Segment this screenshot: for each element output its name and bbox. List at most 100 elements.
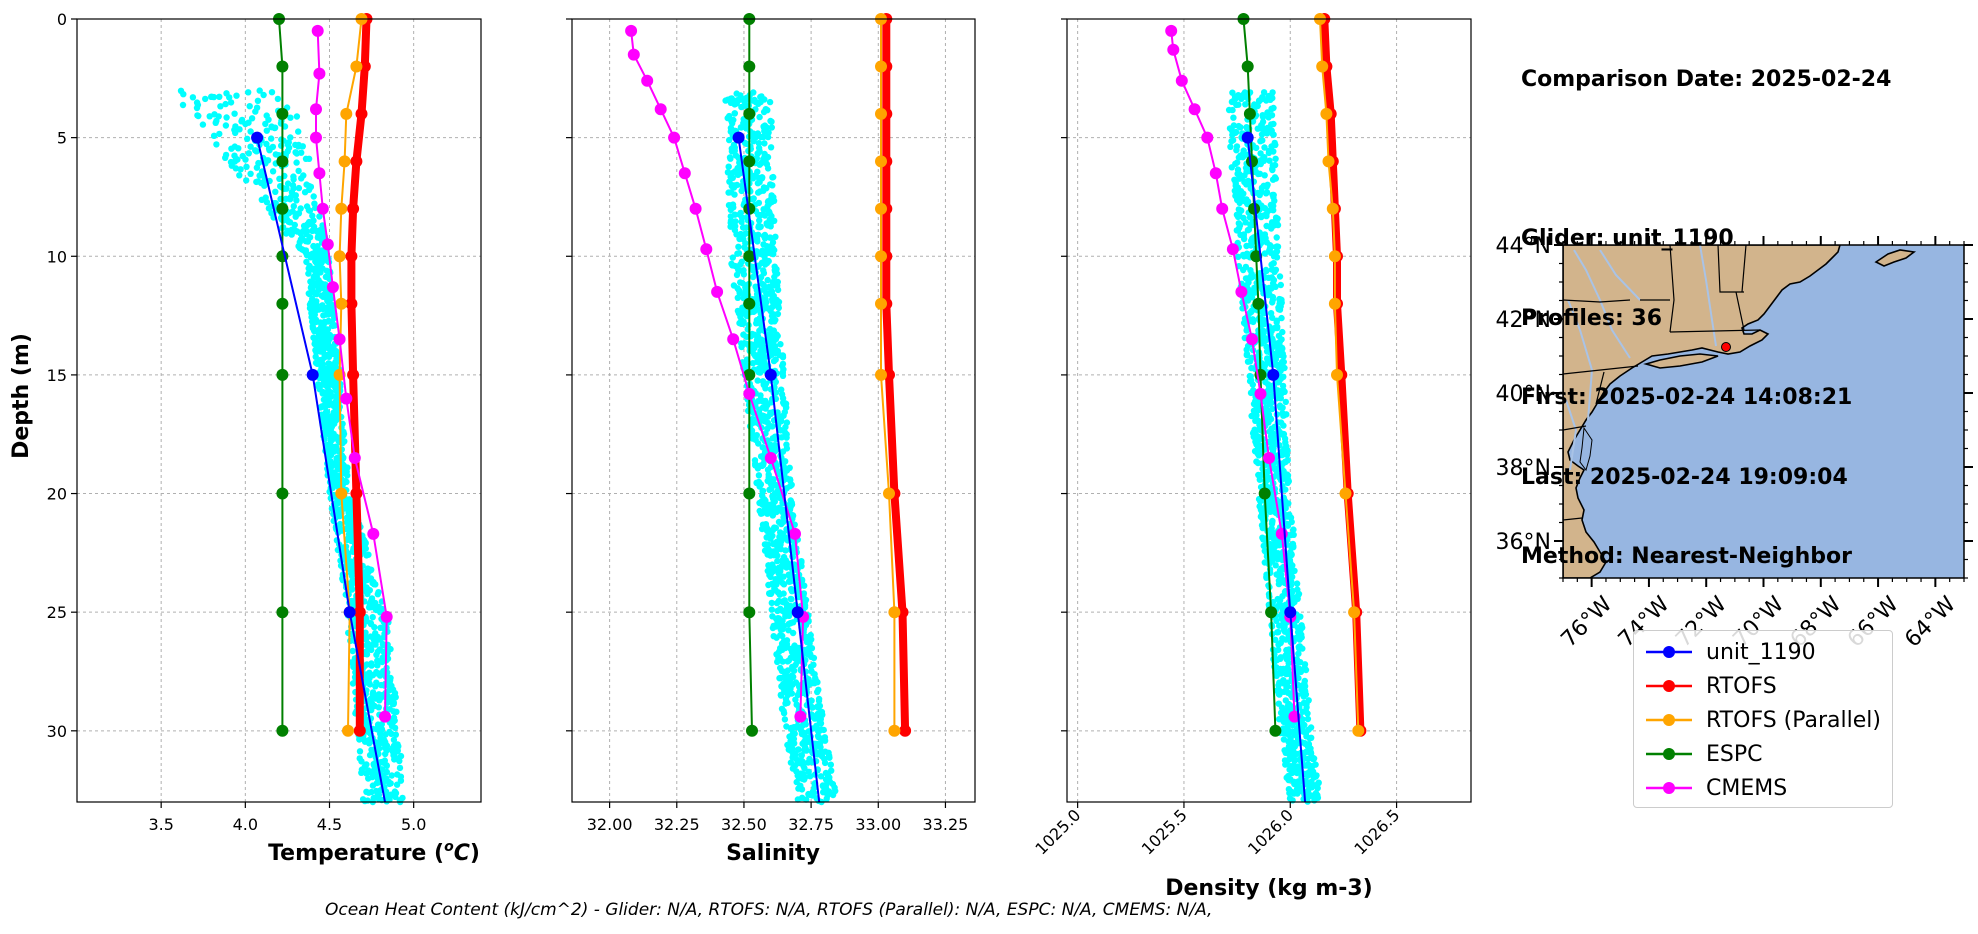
glider-scatter-point — [1279, 345, 1286, 352]
series-point-cmems — [1254, 387, 1267, 400]
glider-scatter-point — [391, 788, 399, 795]
glider-scatter-point — [300, 172, 307, 179]
glider-scatter-point — [222, 100, 229, 108]
glider-scatter-point — [362, 545, 369, 552]
glider-scatter-point — [328, 345, 336, 352]
glider-scatter-point — [1269, 293, 1277, 301]
glider-scatter-point — [1270, 506, 1278, 513]
glider-scatter-point — [807, 663, 815, 670]
glider-scatter-point — [327, 295, 334, 302]
glider-scatter-point — [809, 788, 817, 795]
glider-scatter-point — [368, 596, 375, 603]
glider-scatter-point — [1286, 795, 1294, 802]
series-point-rtofs-parallel- — [335, 202, 348, 215]
glider-scatter-point — [298, 149, 305, 156]
glider-scatter-point — [314, 381, 322, 388]
x-tick-label: 3.5 — [148, 815, 173, 834]
legend-item-cmems: CMEMS — [1634, 771, 1787, 805]
glider-scatter-point — [732, 222, 739, 230]
glider-scatter-point — [817, 773, 825, 780]
glider-scatter-point — [801, 776, 808, 783]
glider-scatter-point — [314, 246, 321, 253]
glider-scatter-point — [1266, 428, 1273, 435]
glider-scatter-point — [755, 472, 763, 479]
glider-scatter-point — [795, 774, 802, 781]
series-point-rtofs-parallel- — [333, 250, 346, 263]
glider-scatter-point — [308, 312, 316, 319]
glider-scatter-point — [775, 648, 783, 656]
glider-scatter-point — [399, 794, 406, 802]
glider-scatter-point — [295, 167, 302, 175]
glider-scatter-point — [738, 187, 745, 195]
glider-scatter-point — [759, 487, 767, 495]
glider-scatter-point — [1240, 147, 1247, 154]
glider-scatter-point — [741, 95, 749, 103]
glider-scatter-point — [366, 679, 373, 687]
glider-scatter-point — [739, 310, 746, 317]
series-point-espc — [276, 297, 289, 310]
glider-scatter-point — [283, 230, 290, 237]
glider-scatter-point — [734, 294, 741, 301]
temperature-ticks: 3.5 4.0 4.5 5.0 0 5 10 15 20 25 30 — [47, 10, 427, 834]
glider-scatter-point — [766, 486, 773, 493]
glider-scatter-point — [361, 736, 368, 744]
glider-scatter-point — [314, 234, 322, 241]
glider-scatter-point — [1277, 709, 1285, 716]
glider-scatter-point — [759, 412, 766, 419]
glider-scatter-point — [383, 762, 390, 769]
series-point-cmems — [310, 103, 322, 116]
glider-scatter-point — [759, 247, 766, 254]
glider-scatter-point — [1261, 126, 1268, 133]
glider-scatter-point — [1272, 562, 1279, 569]
glider-scatter-point — [372, 605, 379, 612]
series-point-unit-1190 — [791, 606, 804, 619]
glider-scatter-point — [1225, 106, 1233, 114]
series-point-cmems — [1175, 74, 1188, 87]
glider-scatter-point — [1268, 285, 1275, 292]
glider-scatter-point — [1261, 172, 1268, 179]
glider-scatter-point — [327, 400, 334, 407]
glider-scatter-point — [287, 193, 295, 201]
x-tick-label: 1026.5 — [1350, 805, 1403, 858]
glider-scatter-point — [265, 205, 273, 212]
glider-scatter-point — [1254, 407, 1261, 414]
glider-scatter-point — [1314, 794, 1322, 801]
series-point-rtofs-parallel- — [340, 107, 353, 120]
glider-scatter-point — [770, 194, 777, 201]
glider-scatter-point — [1271, 139, 1278, 147]
glider-scatter-point — [784, 741, 791, 749]
glider-scatter-point — [1234, 184, 1242, 191]
legend-swatch — [1646, 782, 1692, 794]
glider-scatter-point — [236, 172, 243, 179]
glider-scatter-point — [1255, 452, 1263, 459]
glider-scatter-point — [316, 285, 323, 292]
glider-scatter-point — [370, 691, 377, 698]
series-point-unit-1190 — [1267, 368, 1280, 381]
glider-scatter-point — [377, 694, 384, 702]
glider-scatter-point — [765, 474, 772, 481]
glider-scatter-point — [757, 462, 764, 469]
glider-scatter-point — [756, 351, 763, 358]
series-point-rtofs-parallel- — [875, 368, 887, 381]
series-point-rtofs-parallel- — [342, 724, 354, 737]
glider-scatter-point — [233, 92, 240, 99]
series-point-espc — [1248, 202, 1261, 215]
y-tick-label: 25 — [47, 603, 67, 622]
glider-scatter-point — [815, 727, 822, 735]
glider-scatter-point — [345, 530, 353, 538]
glider-scatter-point — [336, 520, 344, 528]
glider-scatter-point — [1310, 774, 1318, 781]
glider-scatter-point — [754, 377, 761, 384]
glider-scatter-point — [1280, 718, 1287, 725]
glider-scatter-point — [311, 200, 318, 207]
glider-scatter-point — [722, 97, 729, 104]
glider-scatter-point — [1227, 143, 1234, 150]
glider-scatter-point — [731, 110, 738, 117]
glider-scatter-point — [761, 354, 768, 361]
glider-scatter-point — [231, 110, 238, 117]
glider-scatter-point — [798, 752, 805, 759]
glider-scatter-point — [1285, 738, 1292, 745]
glider-scatter-point — [761, 128, 768, 135]
glider-scatter-point — [317, 348, 324, 355]
